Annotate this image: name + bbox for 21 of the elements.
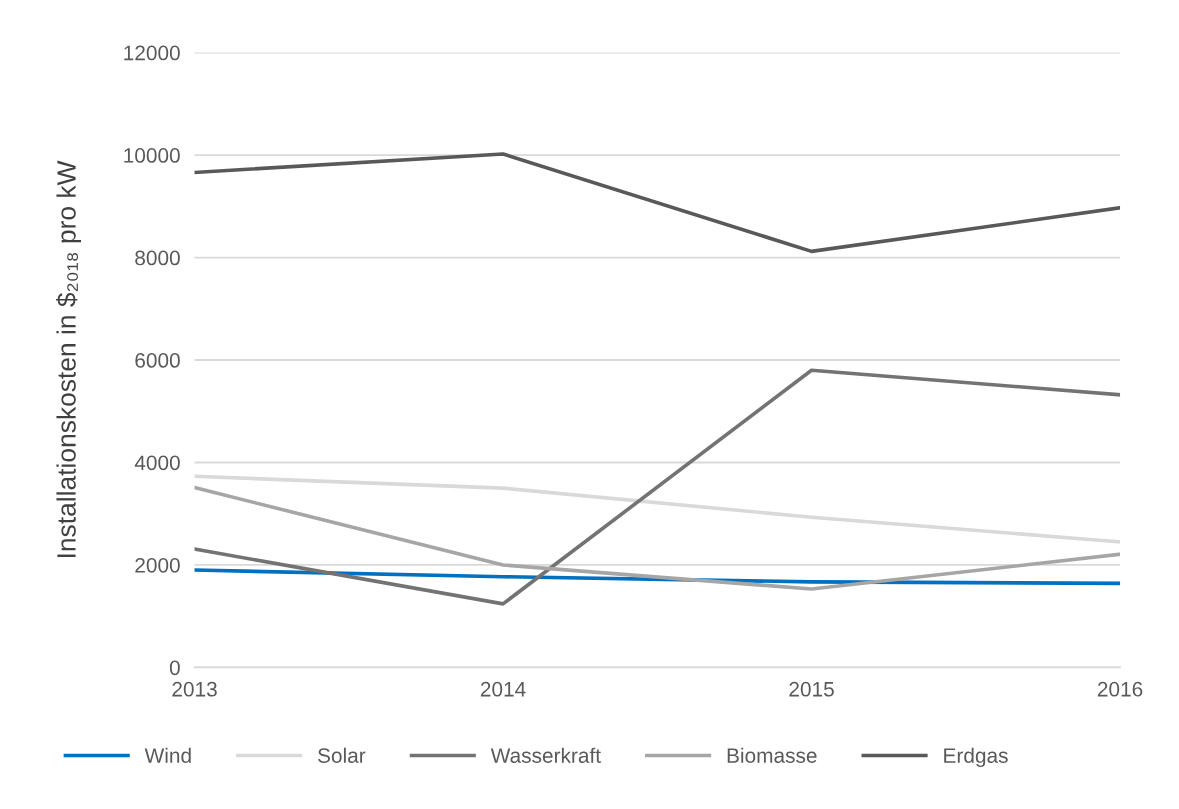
y-tick-label: 2000 (135, 557, 180, 573)
line-series (194, 152, 1121, 254)
x-tick-label: 2015 (789, 681, 834, 697)
x-tick-label: 2013 (172, 681, 217, 697)
y-tick-label: 12000 (124, 45, 180, 61)
y-axis-title: Installationskosten in $₂₀₁₈ pro kW (56, 160, 82, 558)
y-tick-label: 8000 (135, 250, 180, 266)
legend-label: Erdgas (944, 747, 1008, 768)
legend-label: Solar (318, 747, 366, 763)
legend-label: Biomasse (727, 747, 817, 763)
y-tick-label: 4000 (134, 455, 180, 471)
line-series (194, 368, 1121, 606)
x-tick-label: 2014 (480, 681, 526, 697)
legend-label: Wind (144, 747, 191, 763)
line-series (194, 474, 1121, 544)
line-series (194, 485, 1121, 591)
y-tick-label: 0 (169, 660, 180, 676)
y-tick-label: 6000 (135, 353, 180, 368)
y-tick-label: 10000 (124, 148, 180, 163)
legend-label: Wasserkraft (490, 747, 601, 763)
x-tick-label: 2016 (1097, 681, 1143, 697)
